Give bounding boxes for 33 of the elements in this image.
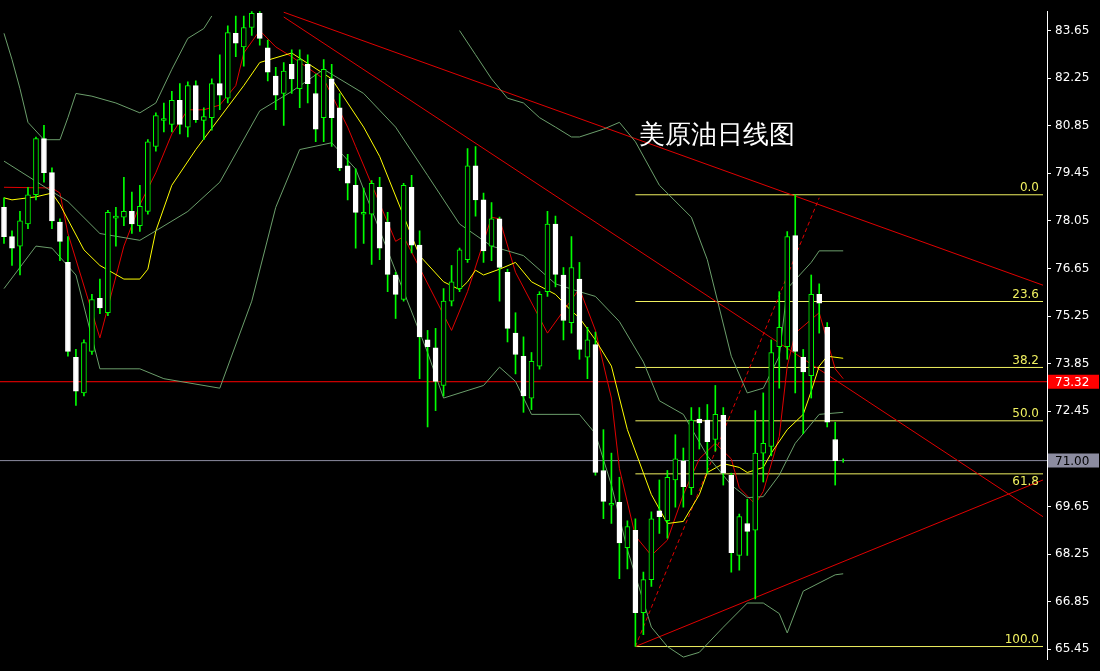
series-label: 0.0 bbox=[1019, 179, 1039, 194]
series-label: 23.6 bbox=[1012, 286, 1039, 301]
text: 美原油日线图 bbox=[638, 118, 795, 149]
y-tick-label: 69.65 bbox=[1055, 498, 1090, 513]
series-label: 50.0 bbox=[1012, 405, 1039, 420]
series-label: 61.8 bbox=[1012, 473, 1039, 488]
candlestick bbox=[216, 54, 223, 111]
candlestick bbox=[776, 291, 783, 389]
y-tick-label: 68.25 bbox=[1055, 546, 1090, 561]
candlestick bbox=[232, 15, 239, 58]
candlestick bbox=[760, 392, 767, 483]
y-tick-label: 82.25 bbox=[1055, 70, 1090, 85]
series-label: 100.0 bbox=[1004, 631, 1039, 646]
y-tick-label: 80.85 bbox=[1055, 117, 1090, 132]
y-tick-label: 76.65 bbox=[1055, 260, 1090, 275]
series-label: 38.2 bbox=[1012, 352, 1039, 367]
candlestick bbox=[161, 102, 167, 133]
ref-line-label: 71.00 bbox=[1055, 453, 1090, 468]
y-tick-label: 79.45 bbox=[1055, 165, 1090, 180]
y-tick-label: 78.05 bbox=[1055, 213, 1090, 228]
y-tick-label: 73.85 bbox=[1055, 355, 1090, 370]
candlestick bbox=[800, 349, 807, 435]
candlestick bbox=[744, 499, 751, 556]
candlestick bbox=[816, 283, 823, 334]
candlestick bbox=[113, 207, 119, 247]
y-tick-label: 66.85 bbox=[1055, 593, 1090, 608]
y-tick-label: 75.25 bbox=[1055, 308, 1090, 323]
y-tick-label: 72.45 bbox=[1055, 403, 1090, 418]
candlestick bbox=[121, 177, 127, 227]
candlestick bbox=[200, 107, 207, 141]
y-tick-label: 65.45 bbox=[1055, 641, 1090, 656]
ref-line-label: 73.32 bbox=[1055, 374, 1090, 389]
y-tick-label: 83.65 bbox=[1055, 22, 1090, 37]
